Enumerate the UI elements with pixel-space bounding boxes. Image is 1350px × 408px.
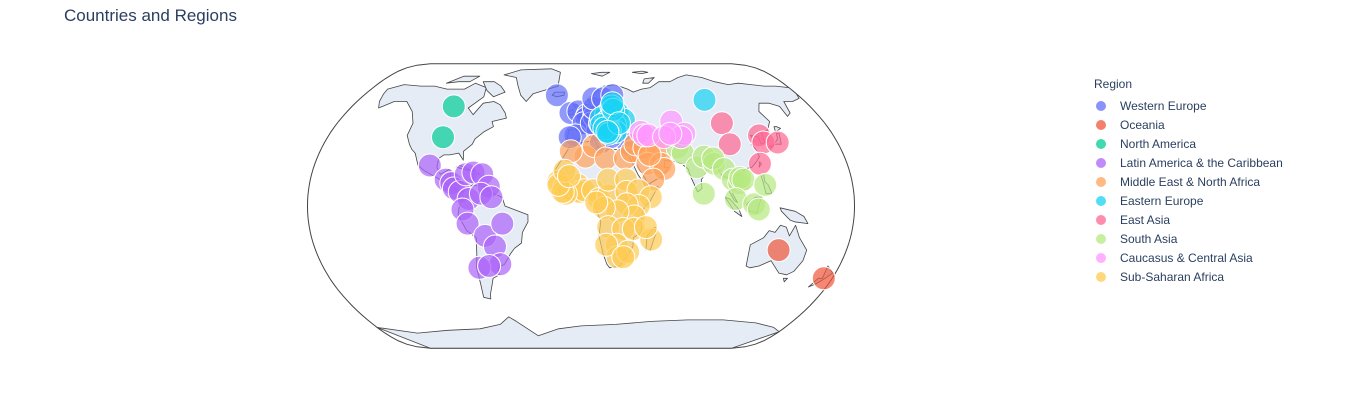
legend-label: North America bbox=[1120, 136, 1197, 151]
country-marker[interactable] bbox=[611, 245, 636, 270]
land-polygon bbox=[376, 316, 780, 349]
country-marker[interactable] bbox=[594, 232, 619, 257]
country-marker[interactable] bbox=[490, 211, 515, 236]
country-marker[interactable] bbox=[431, 125, 455, 150]
country-marker[interactable] bbox=[441, 94, 466, 119]
land-polygon bbox=[591, 71, 611, 77]
country-marker[interactable] bbox=[658, 121, 683, 146]
legend-item[interactable]: Sub-Saharan Africa bbox=[1094, 267, 1283, 286]
land-polygon bbox=[503, 68, 561, 102]
country-marker[interactable] bbox=[765, 130, 790, 155]
legend-items: Western Europe Oceania North America Latin … bbox=[1094, 96, 1283, 286]
country-marker[interactable] bbox=[584, 190, 609, 215]
land-polygon bbox=[642, 77, 655, 84]
country-marker[interactable] bbox=[633, 215, 658, 240]
country-marker[interactable] bbox=[595, 119, 620, 144]
legend-swatch bbox=[1096, 138, 1106, 149]
legend-swatch bbox=[1096, 119, 1106, 130]
legend-item[interactable]: Middle East & North Africa bbox=[1094, 172, 1283, 191]
legend-swatch bbox=[1096, 252, 1106, 263]
country-marker[interactable] bbox=[766, 238, 791, 263]
country-marker[interactable] bbox=[477, 254, 502, 278]
legend-swatch bbox=[1096, 176, 1106, 187]
country-marker[interactable] bbox=[557, 164, 581, 189]
legend-item[interactable]: Eastern Europe bbox=[1094, 191, 1283, 210]
legend-swatch bbox=[1096, 271, 1106, 282]
legend-label: Caucasus & Central Asia bbox=[1120, 250, 1253, 265]
legend-swatch bbox=[1096, 195, 1106, 206]
legend-swatch bbox=[1096, 233, 1106, 244]
legend-swatch bbox=[1096, 157, 1106, 168]
legend-item[interactable]: Caucasus & Central Asia bbox=[1094, 248, 1283, 267]
legend-swatch bbox=[1096, 214, 1106, 225]
country-marker[interactable] bbox=[544, 83, 569, 108]
legend-label: Western Europe bbox=[1120, 98, 1207, 113]
land-polygon bbox=[779, 207, 809, 224]
legend-label: South Asia bbox=[1120, 231, 1178, 246]
country-marker[interactable] bbox=[746, 197, 771, 222]
country-marker[interactable] bbox=[717, 132, 742, 157]
legend-label: Oceania bbox=[1120, 117, 1165, 132]
legend-item[interactable]: Western Europe bbox=[1094, 96, 1283, 115]
legend-label: Sub-Saharan Africa bbox=[1120, 269, 1225, 284]
legend-label: Latin America & the Caribbean bbox=[1120, 155, 1283, 170]
country-marker[interactable] bbox=[417, 153, 442, 178]
land-polygon bbox=[773, 126, 781, 133]
legend-item[interactable]: East Asia bbox=[1094, 210, 1283, 229]
country-marker[interactable] bbox=[692, 87, 717, 112]
land-polygon bbox=[445, 75, 481, 84]
land-polygon bbox=[783, 277, 788, 283]
country-marker[interactable] bbox=[479, 185, 504, 210]
country-marker[interactable] bbox=[709, 111, 734, 136]
country-marker[interactable] bbox=[691, 181, 716, 206]
legend-label: Middle East & North Africa bbox=[1120, 174, 1261, 189]
country-marker[interactable] bbox=[455, 211, 480, 236]
country-marker[interactable] bbox=[753, 172, 778, 197]
legend-item[interactable]: Oceania bbox=[1094, 115, 1283, 134]
legend-item[interactable]: Latin America & the Caribbean bbox=[1094, 153, 1283, 172]
legend-label: Eastern Europe bbox=[1120, 193, 1204, 208]
legend-item[interactable]: South Asia bbox=[1094, 229, 1283, 248]
legend-title: Region bbox=[1094, 77, 1133, 91]
country-marker[interactable] bbox=[600, 91, 625, 116]
legend-swatch bbox=[1096, 100, 1106, 111]
legend-item[interactable]: North America bbox=[1094, 134, 1283, 153]
chart-title: Countries and Regions bbox=[64, 6, 237, 25]
country-markers bbox=[417, 83, 836, 291]
legend: Region Western Europe Oceania North Americ… bbox=[1094, 76, 1283, 286]
land-polygon bbox=[632, 70, 649, 74]
country-marker[interactable] bbox=[811, 266, 836, 291]
legend-label: East Asia bbox=[1120, 212, 1171, 227]
land-polygon bbox=[482, 81, 506, 98]
